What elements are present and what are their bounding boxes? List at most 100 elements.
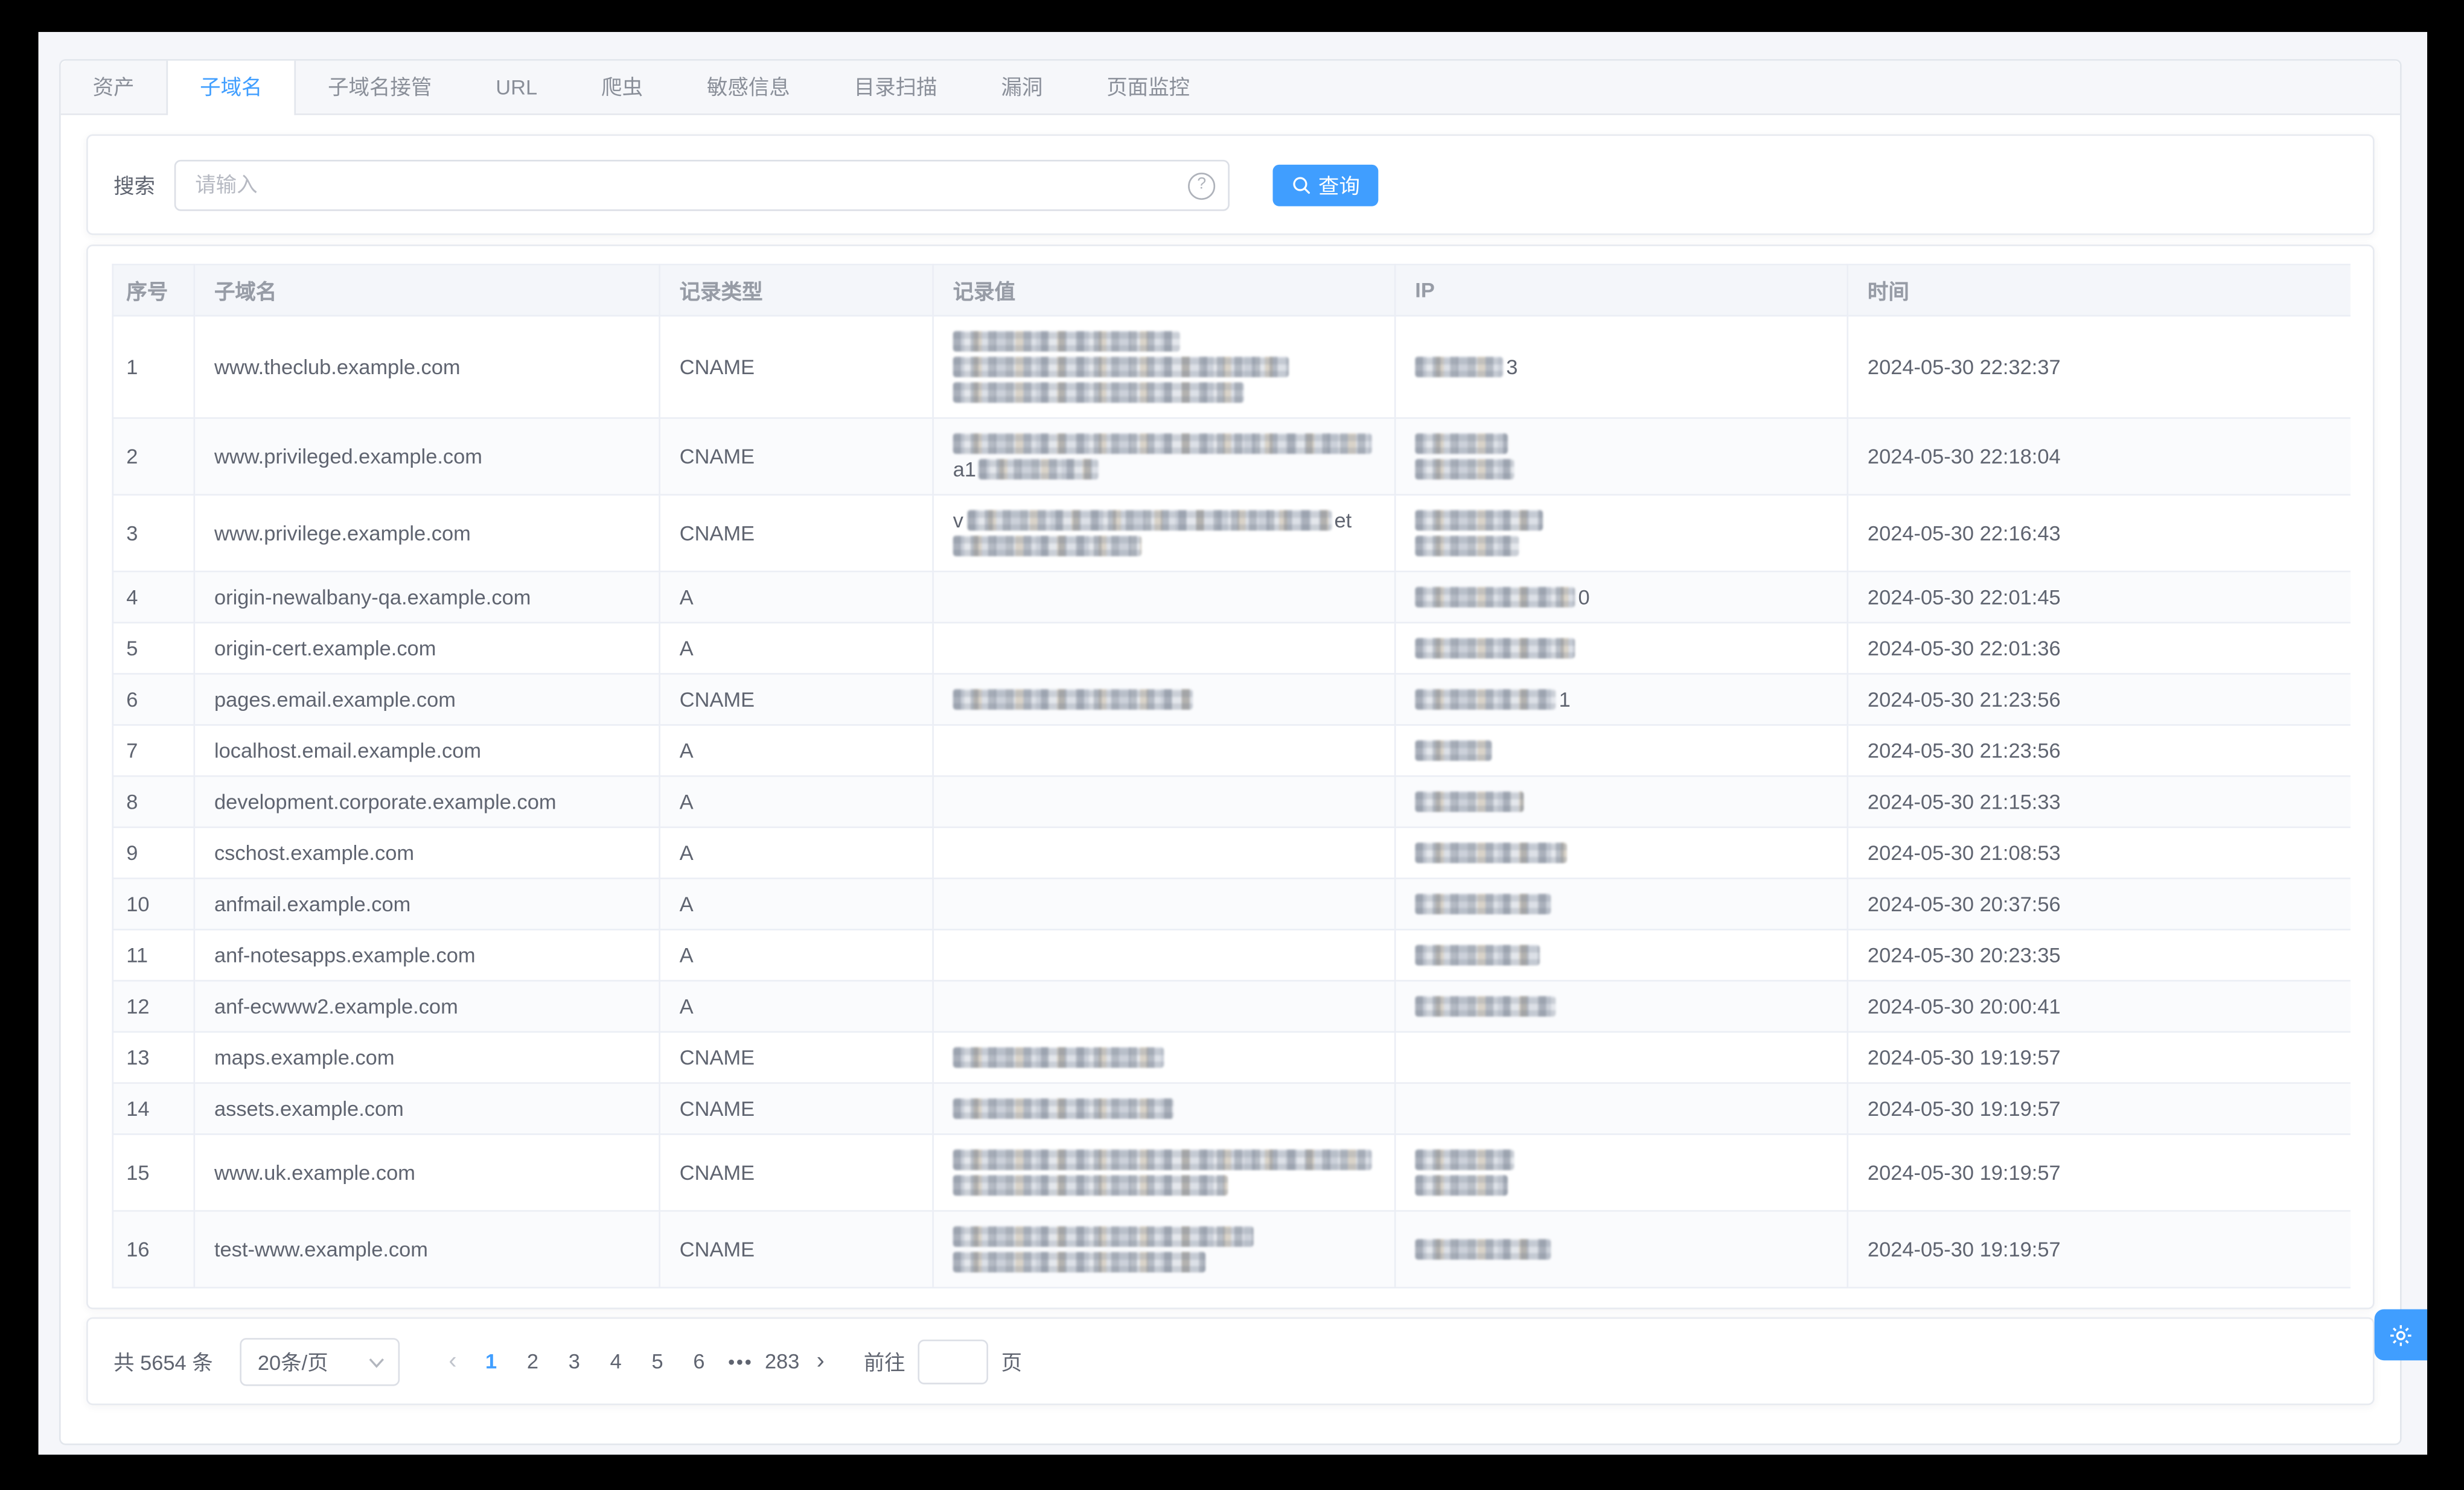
cell-subdomain: anfmail.example.com — [194, 878, 660, 931]
record-value-redacted-line — [953, 433, 1375, 454]
cell-ip — [1395, 725, 1849, 777]
search-icon — [1292, 176, 1309, 193]
ip-redacted-line — [1415, 433, 1827, 454]
table-row: 9 cschost.example.com A 2024-05-30 21:08:53 — [112, 827, 2350, 879]
search-input[interactable] — [174, 159, 1230, 211]
page-size-select[interactable]: 20条/页 — [240, 1337, 400, 1386]
question-circle-icon[interactable]: ? — [1188, 171, 1216, 199]
cell-time: 2024-05-30 22:01:45 — [1847, 571, 2350, 624]
table-row: 4 origin-newalbany-qa.example.com A 0 2024-0… — [112, 571, 2350, 624]
table-row: 2 www.privileged.example.com CNAME a1 2024-0… — [112, 418, 2350, 496]
tab-子域名[interactable]: 子域名 — [166, 60, 296, 115]
app-page: 资产 子域名 子域名接管 URL 爬虫 敏感信息 目录扫描 漏洞 页面监控 搜索 ? 查询 — [38, 31, 2428, 1455]
visible-fragment: 3 — [1506, 355, 1518, 379]
cell-index: 8 — [112, 776, 196, 829]
column-header: 记录类型 — [659, 264, 934, 317]
record-value-redacted-line: a1 — [953, 459, 1375, 480]
redacted-block — [953, 535, 1142, 556]
redacted-block — [953, 433, 1372, 454]
page-number-2[interactable]: 2 — [526, 1348, 539, 1373]
settings-fab[interactable] — [2374, 1309, 2428, 1361]
tab-资产[interactable]: 资产 — [92, 75, 135, 100]
page-number-6[interactable]: 6 — [693, 1348, 705, 1373]
redacted-block — [1415, 1174, 1508, 1196]
record-value-redacted-line — [953, 356, 1375, 378]
record-value-redacted-line — [953, 382, 1375, 403]
table-row: 15 www.uk.example.com CNAME 2024-05-30 19:1… — [112, 1134, 2350, 1212]
tab-页面监控[interactable]: 页面监控 — [1106, 75, 1190, 100]
ip-redacted-line: 3 — [1415, 355, 1827, 379]
cell-ip — [1395, 776, 1849, 829]
page-number-5[interactable]: 5 — [651, 1348, 663, 1373]
tab-URL[interactable]: URL — [496, 75, 538, 100]
tab-爬虫[interactable]: 爬虫 — [601, 75, 643, 100]
tab-漏洞[interactable]: 漏洞 — [1001, 75, 1043, 100]
cell-record-value — [933, 929, 1396, 982]
cell-index: 1 — [112, 316, 196, 419]
page-number-1[interactable]: 1 — [485, 1348, 497, 1373]
visible-fragment: et — [1334, 508, 1352, 533]
cell-time: 2024-05-30 21:23:56 — [1847, 725, 2350, 777]
cell-record-value — [933, 981, 1396, 1033]
record-value-redacted-line — [953, 535, 1375, 556]
page-number-3[interactable]: 3 — [568, 1348, 580, 1373]
tab-目录扫描[interactable]: 目录扫描 — [854, 75, 937, 100]
cell-time: 2024-05-30 20:23:35 — [1847, 929, 2350, 982]
page-size-value: 20条/页 — [257, 1351, 328, 1375]
table-row: 14 assets.example.com CNAME 2024-05-30 19:1… — [112, 1083, 2350, 1135]
table-panel: 序号 子域名 记录类型 记录值 IP 时间 1 www.theclub.example.co… — [86, 244, 2375, 1310]
page-number-283[interactable]: 283 — [764, 1348, 800, 1373]
cell-record-type: A — [659, 929, 934, 982]
tab-子域名接管[interactable]: 子域名接管 — [328, 75, 432, 100]
cell-record-value — [933, 827, 1396, 879]
cell-subdomain: assets.example.com — [194, 1083, 660, 1135]
cell-record-value — [933, 878, 1396, 931]
pagination-panel: 共 5654 条 20条/页 ‹ 1 2 3 4 5 6 ••• 283 › 前往 页 — [86, 1317, 2375, 1406]
cell-record-type: CNAME — [659, 1134, 934, 1212]
cell-record-value — [933, 571, 1396, 624]
cell-record-type: CNAME — [659, 673, 934, 726]
cell-ip — [1395, 878, 1849, 931]
search-panel: 搜索 ? 查询 — [86, 134, 2375, 235]
cell-record-value — [933, 776, 1396, 829]
cell-index: 3 — [112, 494, 196, 573]
cell-time: 2024-05-30 22:32:37 — [1847, 316, 2350, 419]
search-input-wrap: ? — [174, 159, 1230, 211]
page-number-4[interactable]: 4 — [610, 1348, 622, 1373]
cell-subdomain: test-www.example.com — [194, 1211, 660, 1289]
cell-ip: 3 — [1395, 316, 1849, 419]
query-button[interactable]: 查询 — [1272, 164, 1379, 206]
cell-ip — [1395, 418, 1849, 496]
column-header: IP — [1395, 264, 1849, 317]
cell-ip — [1395, 1031, 1849, 1084]
pager-ellipsis-icon[interactable]: ••• — [728, 1349, 753, 1373]
records-table: 序号 子域名 记录类型 记录值 IP 时间 1 www.theclub.example.co… — [112, 264, 2350, 1289]
redacted-block — [953, 1149, 1372, 1170]
cell-record-value — [933, 1031, 1396, 1084]
cell-record-value — [933, 1134, 1396, 1212]
cell-subdomain: www.theclub.example.com — [194, 316, 660, 419]
ip-redacted-line — [1415, 637, 1827, 659]
record-value-redacted-line — [953, 1252, 1375, 1273]
table-row: 3 www.privilege.example.com CNAME v et 2024-0… — [112, 494, 2350, 573]
cell-time: 2024-05-30 22:18:04 — [1847, 418, 2350, 496]
cell-subdomain: development.corporate.example.com — [194, 776, 660, 829]
record-value-redacted-line — [953, 1174, 1375, 1196]
cell-time: 2024-05-30 21:08:53 — [1847, 827, 2350, 879]
cell-subdomain: origin-newalbany-qa.example.com — [194, 571, 660, 624]
tab-content: 搜索 ? 查询 — [61, 115, 2400, 1444]
goto-page-input[interactable] — [918, 1339, 989, 1384]
goto-label: 前往 — [863, 1351, 905, 1375]
redacted-block — [953, 1098, 1174, 1119]
cell-subdomain: maps.example.com — [194, 1031, 660, 1084]
table-header-row: 序号 子域名 记录类型 记录值 IP 时间 — [112, 264, 2350, 317]
search-label: 搜索 — [113, 174, 155, 199]
next-page-arrow[interactable]: › — [816, 1348, 825, 1375]
cell-record-value — [933, 622, 1396, 675]
cell-ip: 1 — [1395, 673, 1849, 726]
redacted-block — [1415, 356, 1503, 378]
prev-page-arrow[interactable]: ‹ — [448, 1348, 457, 1375]
cell-ip: 0 — [1395, 571, 1849, 624]
tab-敏感信息[interactable]: 敏感信息 — [707, 75, 790, 100]
cell-index: 13 — [112, 1031, 196, 1084]
